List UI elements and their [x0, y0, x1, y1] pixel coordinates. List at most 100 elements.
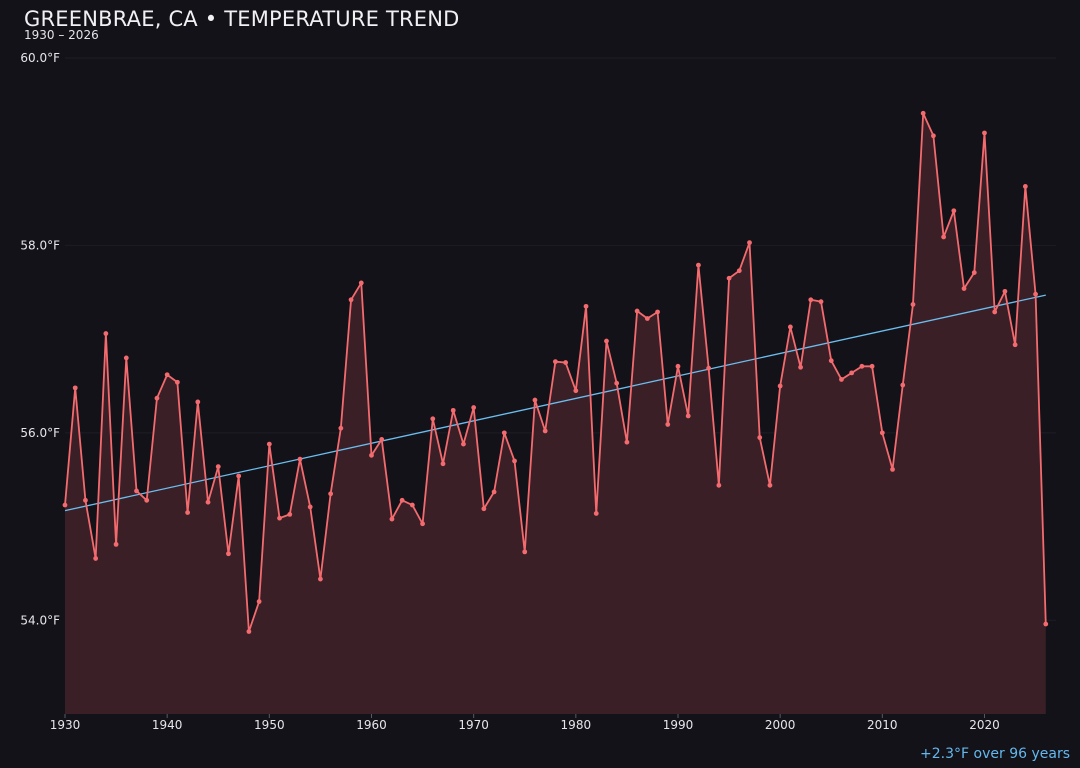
data-point: [215, 464, 221, 469]
data-point: [174, 379, 180, 385]
y-tick-label: 54.0°F: [20, 613, 60, 627]
trend-annotation: +2.3°F over 96 years: [920, 746, 1070, 762]
data-point: [931, 133, 936, 139]
data-point: [573, 388, 579, 394]
data-point: [226, 551, 231, 557]
trend-layer: [64, 294, 1046, 512]
data-point: [72, 385, 78, 391]
data-point: [706, 365, 712, 371]
data-point: [890, 467, 895, 472]
data-point: [767, 482, 773, 488]
data-point: [1002, 288, 1008, 294]
data-point: [787, 324, 793, 330]
data-point: [450, 407, 456, 413]
x-tick-label: 2010: [867, 718, 898, 732]
data-point: [512, 458, 517, 464]
data-point: [399, 497, 405, 503]
data-point: [563, 360, 569, 365]
data-point: [961, 286, 967, 291]
data-point: [583, 303, 589, 309]
data-point: [777, 383, 783, 389]
data-point: [144, 497, 150, 503]
data-point: [920, 110, 926, 116]
data-point: [501, 430, 507, 436]
data-point: [757, 435, 763, 440]
data-point: [675, 363, 681, 369]
data-point: [461, 441, 466, 447]
data-point: [103, 331, 109, 336]
x-axis-ticks: 1930 1940 1950 1960 1970 1980 1990 2000 2010 2020: [50, 714, 1000, 732]
data-point: [992, 309, 998, 315]
data-point: [828, 358, 834, 364]
x-tick-label: 1950: [254, 718, 285, 732]
data-point: [246, 629, 252, 634]
data-point: [736, 268, 742, 274]
data-point: [338, 425, 344, 431]
data-point: [185, 510, 191, 515]
y-tick-label: 58.0°F: [20, 238, 60, 252]
data-point: [307, 504, 313, 510]
data-point: [195, 399, 201, 405]
data-point: [644, 316, 650, 321]
data-point: [113, 541, 119, 547]
data-point: [134, 488, 139, 494]
data-point: [420, 521, 425, 527]
data-point: [542, 428, 548, 434]
y-tick-label: 60.0°F: [20, 51, 60, 65]
data-point: [481, 506, 487, 512]
data-point: [798, 364, 803, 370]
data-point: [910, 302, 916, 307]
data-point: [318, 576, 323, 582]
x-tick-label: 1970: [458, 718, 489, 732]
data-point: [604, 338, 609, 344]
trend-line: [64, 294, 1046, 512]
data-points: [62, 110, 1049, 634]
area-fill-layer: [65, 113, 1046, 715]
data-point: [440, 461, 446, 467]
data-point: [83, 497, 88, 503]
data-point: [1022, 183, 1028, 189]
data-point: [389, 516, 395, 522]
x-tick-label: 1940: [152, 718, 183, 732]
data-point: [808, 297, 814, 303]
data-point: [287, 511, 293, 517]
data-point: [982, 130, 987, 136]
y-axis-ticks: 54.0°F 56.0°F 58.0°F 60.0°F: [20, 51, 60, 627]
area-fill: [65, 113, 1046, 715]
data-point: [859, 363, 865, 369]
data-point: [634, 308, 640, 314]
data-point: [1033, 291, 1038, 297]
data-point: [818, 299, 824, 305]
data-point: [328, 491, 334, 497]
data-point: [430, 416, 436, 422]
x-tick-label: 2000: [765, 718, 796, 732]
data-point: [716, 482, 722, 488]
x-tick-label: 2020: [969, 718, 1000, 732]
data-point: [164, 372, 170, 378]
data-point: [552, 359, 558, 365]
data-point: [277, 515, 282, 521]
data-point: [266, 441, 272, 447]
data-point: [593, 511, 599, 516]
data-point: [358, 280, 364, 286]
data-point: [522, 549, 528, 555]
data-point: [297, 456, 303, 462]
chart-subtitle: 1930 – 2026: [24, 28, 99, 42]
data-point: [491, 489, 497, 495]
x-tick-label: 1960: [356, 718, 387, 732]
data-point: [879, 430, 885, 436]
data-point: [1012, 342, 1018, 348]
data-point: [471, 405, 477, 410]
data-point: [1043, 621, 1049, 627]
x-tick-label: 1980: [561, 718, 592, 732]
x-tick-label: 1990: [663, 718, 694, 732]
data-point: [614, 380, 620, 386]
data-point: [62, 502, 68, 508]
data-point: [696, 262, 701, 268]
data-point: [726, 275, 732, 281]
data-point: [205, 499, 211, 505]
data-point: [747, 240, 752, 246]
data-point: [348, 297, 354, 303]
data-point: [256, 599, 262, 604]
data-point: [849, 370, 855, 376]
